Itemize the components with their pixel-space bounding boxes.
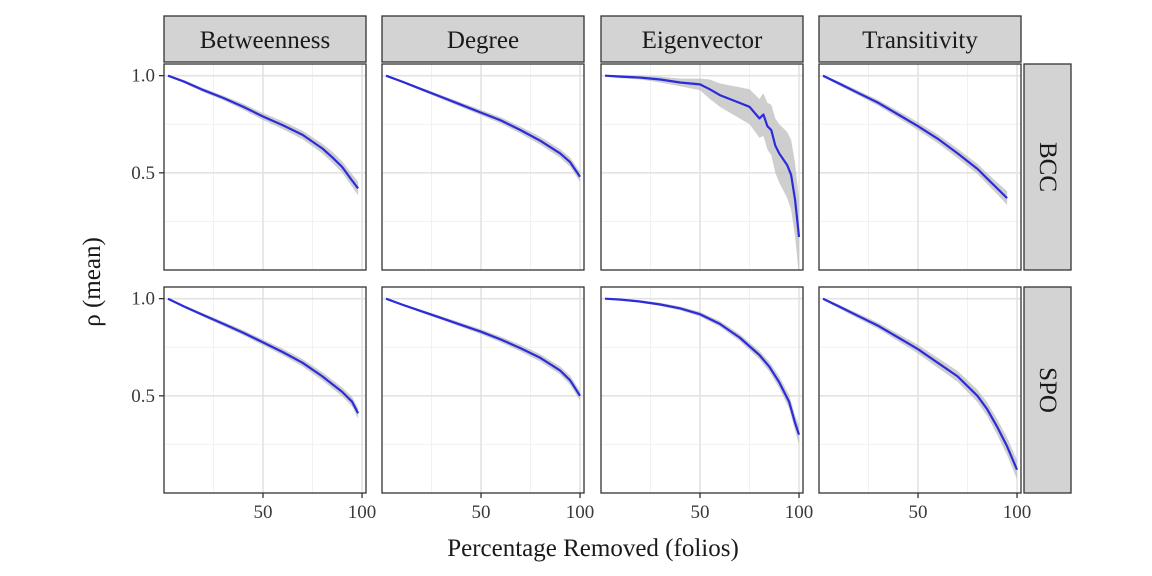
confidence-band xyxy=(605,74,799,270)
panel-border xyxy=(818,286,1022,494)
y-tick-label: 0.5 xyxy=(131,386,155,407)
strip-label: Betweenness xyxy=(200,27,331,54)
panel-degree-bcc xyxy=(381,63,585,271)
panel-border xyxy=(600,63,804,271)
strip-label: SPO xyxy=(1034,367,1061,413)
series-line xyxy=(604,74,801,238)
panel-background xyxy=(601,64,803,270)
panel-border xyxy=(163,286,367,494)
strip-background xyxy=(1023,63,1072,271)
y-tick-label: 1.0 xyxy=(131,289,155,310)
x-tick-label: 50 xyxy=(472,502,491,523)
series-line xyxy=(604,297,801,436)
panels-layer xyxy=(163,63,1022,494)
column-strip-degree: Degree xyxy=(381,15,585,63)
x-tick-label: 100 xyxy=(566,502,595,523)
facet-strips: Betweenness Degree Eigenvector Transitivity… xyxy=(163,15,1072,494)
panel-border xyxy=(600,286,804,494)
series-line xyxy=(822,297,1019,471)
series-line xyxy=(385,297,581,397)
series-line xyxy=(385,74,581,178)
row-strip-spo: SPO xyxy=(1023,286,1072,494)
x-tick-label: 100 xyxy=(348,502,377,523)
strip-label: BCC xyxy=(1034,142,1061,192)
panel-degree-spo xyxy=(381,286,585,494)
column-strip-eigenvector: Eigenvector xyxy=(600,15,804,63)
strip-background xyxy=(1023,286,1072,494)
panel-background xyxy=(601,287,803,493)
x-tick-label: 50 xyxy=(691,502,710,523)
panel-background xyxy=(382,287,584,493)
y-tick-label: 1.0 xyxy=(131,66,155,87)
strip-label: Eigenvector xyxy=(642,27,763,54)
panel-betweenness-bcc xyxy=(163,63,367,271)
column-strip-betweenness: Betweenness xyxy=(163,15,367,63)
strip-label: Transitivity xyxy=(862,27,978,54)
panel-background xyxy=(164,287,366,493)
x-tick-label: 100 xyxy=(785,502,814,523)
panel-transitivity-spo xyxy=(818,286,1022,494)
x-tick-label: 50 xyxy=(909,502,928,523)
axis-ticks: 0.5 1.0 0.5 1.0 50 100 50 100 50 100 50 100 xyxy=(131,66,1031,523)
x-tick-label: 100 xyxy=(1003,502,1032,523)
series-line xyxy=(822,74,1008,199)
panel-border xyxy=(818,63,1022,271)
strip-background xyxy=(381,15,585,63)
strip-background xyxy=(600,15,804,63)
x-axis-title: Percentage Removed (folios) xyxy=(447,535,739,562)
panel-background xyxy=(382,64,584,270)
panel-border xyxy=(163,63,367,271)
panel-eigenvector-spo xyxy=(600,286,804,494)
strip-background xyxy=(818,15,1022,63)
x-tick-label: 50 xyxy=(254,502,273,523)
panel-border xyxy=(381,286,585,494)
panel-betweenness-spo xyxy=(163,286,367,494)
panel-border xyxy=(381,63,585,271)
strip-label: Degree xyxy=(447,27,519,54)
y-tick-label: 0.5 xyxy=(131,163,155,184)
panel-eigenvector-bcc xyxy=(600,63,804,271)
y-axis-title: ρ (mean) xyxy=(79,237,106,327)
row-strip-bcc: BCC xyxy=(1023,63,1072,271)
panel-background xyxy=(819,64,1021,270)
panel-background xyxy=(819,287,1021,493)
panel-background xyxy=(164,64,366,270)
series-line xyxy=(167,74,359,190)
strip-background xyxy=(163,15,367,63)
panel-transitivity-bcc xyxy=(818,63,1022,271)
column-strip-transitivity: Transitivity xyxy=(818,15,1022,63)
series-line xyxy=(167,297,360,414)
